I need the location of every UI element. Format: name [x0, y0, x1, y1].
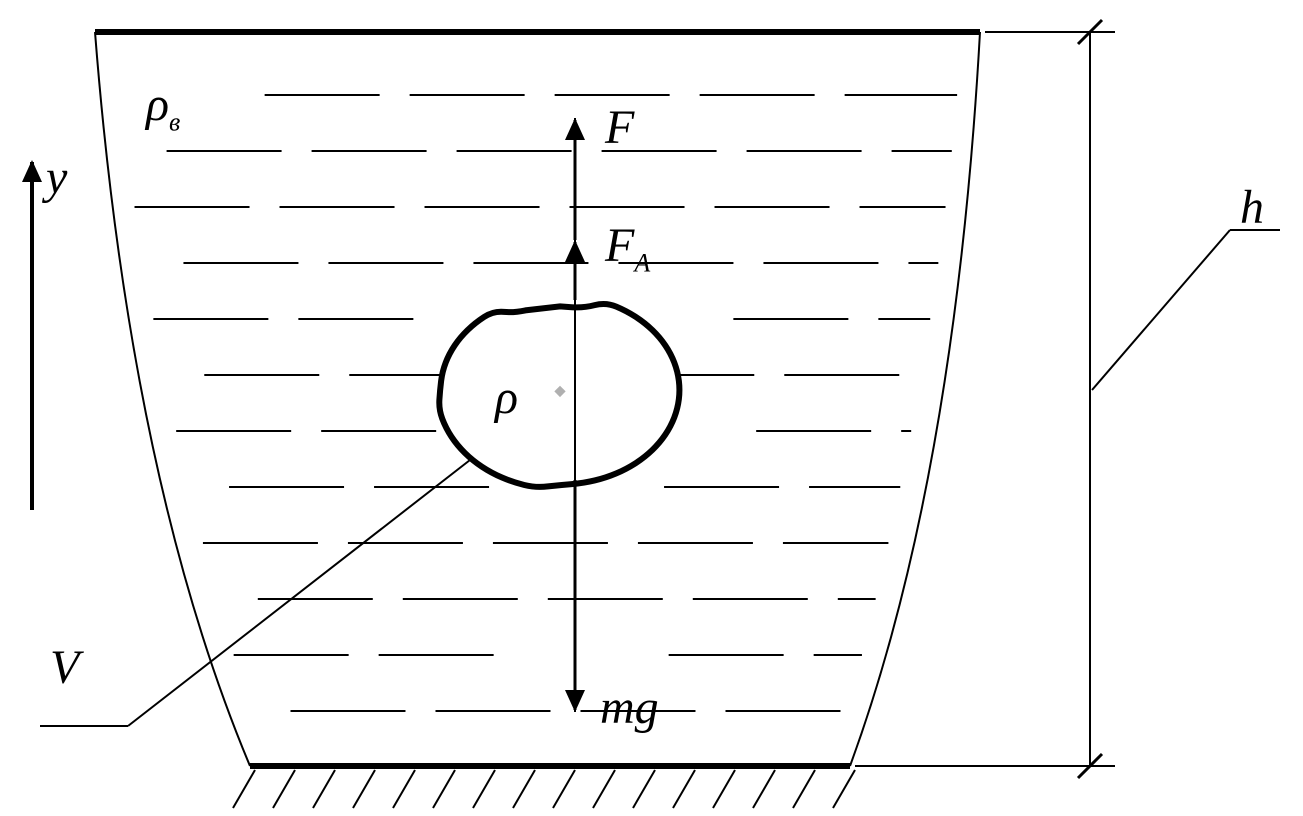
height-label: h [1240, 180, 1264, 235]
force-fa-label: FA [605, 218, 650, 279]
force-fa-subscript: A [634, 249, 650, 278]
force-f-label: F [605, 100, 634, 155]
rho-water-subscript: в [169, 108, 180, 137]
force-fa-symbol: F [605, 219, 634, 272]
rho-water-label: ρв [146, 77, 180, 138]
rho-body-label: ρ [495, 370, 518, 425]
rho-water-symbol: ρ [146, 78, 169, 131]
weight-label: mg [600, 680, 659, 735]
y-axis-label: y [46, 150, 67, 205]
volume-label: V [50, 640, 79, 695]
